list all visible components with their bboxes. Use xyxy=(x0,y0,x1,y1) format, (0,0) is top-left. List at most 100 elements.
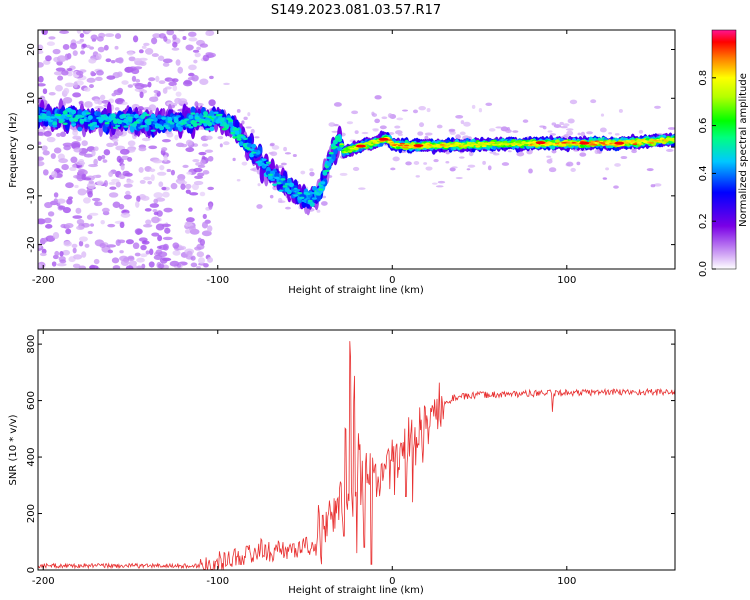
spectrogram-noise-cell xyxy=(140,244,147,251)
spectrogram-ridge-cell xyxy=(249,152,255,158)
spectrogram-ridge-cell xyxy=(77,126,83,132)
spectrogram-ridge-cell xyxy=(48,119,54,123)
spectrogram-noise-cell xyxy=(207,225,213,233)
spectrogram-noise-cell xyxy=(107,223,116,228)
spectrogram-noise-cell xyxy=(379,125,387,130)
spectrogram-noise-cell xyxy=(605,167,610,171)
spectrogram-noise-cell xyxy=(157,263,165,269)
spectrogram-peak-cell xyxy=(614,141,625,145)
spectrogram-noise-cell xyxy=(164,227,171,234)
spectrogram-ridge-cell xyxy=(167,116,173,122)
spectrogram-noise-cell xyxy=(117,71,123,78)
spectrogram-noise-cell xyxy=(72,215,83,219)
spectrogram-ridge-cell xyxy=(66,107,72,113)
spectrogram-noise-cell xyxy=(151,37,158,45)
spectrogram-noise-cell xyxy=(254,136,260,139)
spectrogram-ridge-cell xyxy=(234,130,240,135)
spectrogram-ridge-cell xyxy=(445,143,451,145)
spectrogram-noise-cell xyxy=(139,179,146,184)
spectrogram-noise-cell xyxy=(87,190,93,198)
spectrogram-noise-cell xyxy=(62,44,70,50)
spectrogram-noise-cell xyxy=(463,121,471,127)
spectrogram-ridge-cell xyxy=(81,118,87,122)
spectrogram-noise-cell xyxy=(320,201,328,206)
spectrogram-ridge-cell xyxy=(309,191,315,195)
snr-xtick-label: -100 xyxy=(206,576,229,587)
spectrogram-ridge-cell xyxy=(192,120,198,123)
spectrogram-noise-cell xyxy=(38,75,44,83)
spectrogram-noise-cell xyxy=(188,64,197,71)
spectrogram-ytick-label: -20 xyxy=(26,236,37,252)
spectrogram-noise-cell xyxy=(620,155,628,160)
spectrogram-noise-cell xyxy=(158,80,166,85)
spectrogram-noise-cell xyxy=(631,149,637,154)
spectrogram-noise-cell xyxy=(159,257,168,264)
spectrogram-peak-cell xyxy=(355,144,366,148)
spectrogram-ridge-cell xyxy=(123,125,129,128)
spectrogram-noise-cell xyxy=(256,204,263,209)
spectrogram-noise-cell xyxy=(38,263,42,269)
spectrogram-noise-cell xyxy=(180,143,188,148)
spectrogram-ridge-cell xyxy=(272,183,278,186)
spectrogram-ridge-cell xyxy=(102,116,108,120)
spectrogram-noise-cell xyxy=(208,99,216,107)
spectrogram-noise-cell xyxy=(177,180,188,185)
spectrogram-noise-cell xyxy=(191,183,200,191)
spectrogram-noise-cell xyxy=(155,197,166,202)
spectrogram-noise-cell xyxy=(61,70,69,76)
spectrogram-ridge-cell xyxy=(196,123,202,126)
spectrogram-noise-cell xyxy=(140,195,150,201)
spectrogram-noise-cell xyxy=(138,49,144,54)
spectrogram-ridge-cell xyxy=(85,112,91,115)
spectrogram-ridge-cell xyxy=(169,122,175,125)
spectrogram-noise-cell xyxy=(108,171,114,178)
spectrogram-noise-cell xyxy=(417,131,424,136)
spectrogram-noise-cell xyxy=(101,100,110,104)
spectrogram-noise-cell xyxy=(108,192,119,198)
snr-line xyxy=(38,341,675,570)
spectrogram-noise-cell xyxy=(50,153,56,160)
spectrogram-noise-cell xyxy=(83,197,91,204)
spectrogram-ridge-cell xyxy=(110,117,116,120)
colorbar-label: Normalized spectral amplitude xyxy=(738,73,749,227)
spectrogram-noise-cell xyxy=(580,131,586,137)
spectrogram-ridge-cell xyxy=(320,181,326,185)
spectrogram-noise-cell xyxy=(199,43,209,48)
spectrogram-noise-cell xyxy=(43,130,52,137)
snr-plot xyxy=(38,341,675,570)
spectrogram-noise-cell xyxy=(138,146,147,152)
snr-xlabel: Height of straight line (km) xyxy=(288,585,424,596)
spectrogram-noise-cell xyxy=(152,209,158,213)
spectrogram-noise-cell xyxy=(577,132,581,136)
spectrogram-noise-cell xyxy=(127,157,133,162)
colorbar: 0.0 0.2 0.4 0.6 0.8 Normalized spectral ampl… xyxy=(698,29,749,277)
spectrogram-noise-cell xyxy=(371,111,375,116)
spectrogram-ytick-label: 0 xyxy=(26,144,37,150)
spectrogram-noise-cell xyxy=(667,127,675,130)
spectrogram-noise-cell xyxy=(562,123,570,127)
spectrogram-xlabel: Height of straight line (km) xyxy=(288,285,424,296)
spectrogram-noise-cell xyxy=(153,89,159,94)
spectrogram-noise-cell xyxy=(94,200,99,206)
spectrogram-noise-cell xyxy=(73,81,78,88)
spectrogram-ridge-cell xyxy=(311,185,317,191)
spectrogram-noise-cell xyxy=(131,68,140,75)
spectrogram-noise-cell xyxy=(413,161,420,165)
spectrogram-ridge-cell xyxy=(387,139,393,141)
spectrogram-noise-cell xyxy=(202,213,207,219)
spectrogram-ridge-cell xyxy=(253,149,259,152)
spectrogram-noise-cell xyxy=(155,75,160,83)
spectrogram-noise-cell xyxy=(161,147,168,152)
spectrogram-noise-cell xyxy=(197,164,206,168)
spectrogram-ridge-cell xyxy=(638,143,644,145)
spectrogram-noise-cell xyxy=(141,45,147,50)
spectrogram-noise-cell xyxy=(172,250,181,256)
spectrogram-ridge-cell xyxy=(209,126,215,132)
spectrogram-noise-cell xyxy=(138,57,148,61)
spectrogram-noise-cell xyxy=(44,202,53,209)
spectrogram-noise-cell xyxy=(122,170,130,177)
spectrogram-noise-cell xyxy=(188,225,196,232)
spectrogram-noise-cell xyxy=(158,251,168,258)
spectrogram-noise-cell xyxy=(209,75,214,80)
spectrogram-ridge-cell xyxy=(58,120,64,124)
